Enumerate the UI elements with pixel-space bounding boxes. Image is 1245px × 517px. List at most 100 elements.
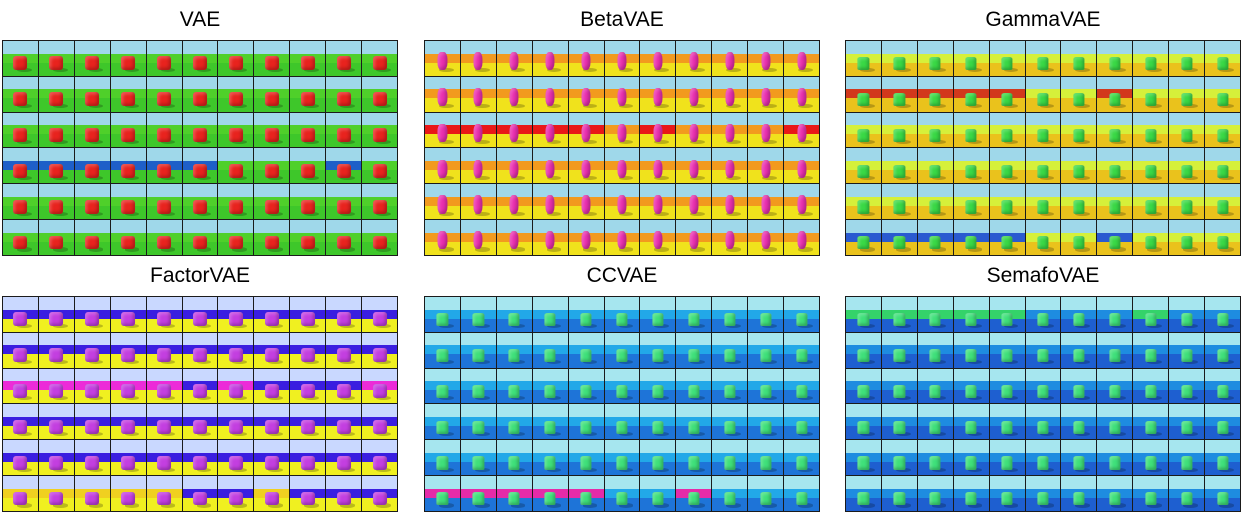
object-cylinder [724,384,736,398]
object-cylinder [1037,420,1049,434]
object-cube [121,92,136,107]
sample-image [1133,148,1169,184]
object-cylinder [893,313,905,327]
object-capsule [509,123,519,142]
object-cylinder [893,456,905,470]
sample-image [218,112,254,148]
sample-image [846,184,881,220]
object-cylinder [1109,420,1121,434]
sample-image [604,332,640,368]
sample-image [1205,368,1240,404]
sample-image [568,440,604,476]
sample-image [460,184,496,220]
sample-image [712,332,748,368]
object-cylinder [1216,456,1229,470]
object-cube [264,56,279,71]
object-cylinder [616,313,628,327]
sample-image [146,112,182,148]
sample-image [1097,476,1133,511]
sample-image [1097,112,1133,148]
object-cylinder [688,348,700,363]
sample-image [784,148,819,184]
sample-image [182,404,218,440]
sample-image [460,220,496,255]
sample-image [1205,404,1240,440]
sample-image [326,220,362,255]
object-cylinder [1001,456,1013,470]
object-cylinder [616,348,628,363]
sample-image [604,112,640,148]
sample-image [110,297,146,332]
panel-semafovae: SemafoVAE [845,264,1241,514]
object-cylinder [1001,420,1013,434]
object-cube [372,128,387,142]
object-cube [85,348,100,363]
object-cylinder [724,492,736,506]
sample-image [989,476,1025,511]
object-capsule [509,87,519,107]
object-cube [300,163,315,178]
sample-image [326,112,362,148]
object-cylinder [929,420,941,434]
object-cube [157,163,172,178]
object-cylinder [652,456,664,470]
object-cube [300,312,315,327]
object-cylinder [1145,348,1157,363]
sample-image [1133,112,1169,148]
sample-image [846,332,881,368]
sample-image [38,148,74,184]
object-capsule [796,195,807,214]
object-cylinder [1073,348,1085,363]
object-cylinder [1181,92,1193,107]
sample-image [712,76,748,112]
object-cylinder [1216,57,1229,71]
sample-image [846,440,881,476]
sample-image [425,41,460,76]
object-cylinder [929,456,941,470]
object-cube [85,235,100,250]
sample-image [953,184,989,220]
sample-image [326,332,362,368]
sample-image [676,297,712,332]
sample-image [110,148,146,184]
sample-image [362,220,397,255]
object-cylinder [1073,164,1085,178]
object-capsule [689,195,699,214]
sample-image [748,404,784,440]
sample-image [784,220,819,255]
sample-image [748,112,784,148]
panel-title: SemafoVAE [986,264,1100,287]
sample-image [74,112,110,148]
object-capsule [761,195,771,214]
sample-image [748,297,784,332]
sample-image [460,404,496,440]
sample-image [1061,368,1097,404]
sample-image [532,220,568,255]
panel-title: VAE [179,8,221,31]
sample-image [881,404,917,440]
sample-image [326,41,362,76]
sample-image [1025,297,1061,332]
sample-image [604,148,640,184]
object-cube [228,491,243,506]
sample-image [989,76,1025,112]
object-cylinder [1073,456,1085,470]
sample-image [1097,184,1133,220]
sample-image [218,440,254,476]
object-capsule [796,52,807,71]
object-cube [300,92,315,107]
object-cube [13,419,28,434]
object-cylinder [652,384,664,398]
sample-image [1133,440,1169,476]
object-cube [372,199,387,214]
object-cylinder [1001,92,1013,107]
object-cylinder [508,492,520,506]
sample-image [1169,297,1205,332]
sample-image [1133,76,1169,112]
object-capsule [581,159,591,178]
sample-image [568,404,604,440]
object-cube [372,92,387,107]
sample-image [496,148,532,184]
sample-image [568,220,604,255]
object-cube [264,163,279,178]
